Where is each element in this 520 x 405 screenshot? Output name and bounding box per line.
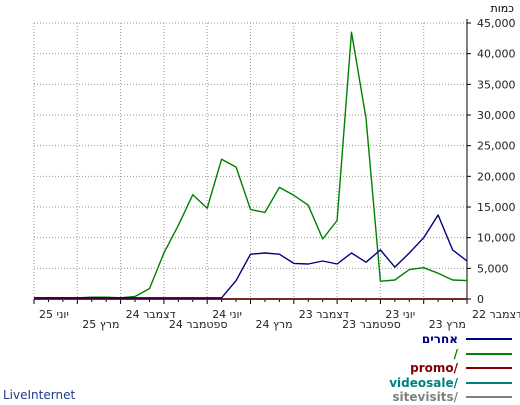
x-tick-label: ספטמבר 24 [169, 318, 228, 331]
legend-label: אחרים [421, 332, 458, 347]
x-tick-label: מרץ 24 [256, 318, 293, 331]
legend-item: sitevisits/ [389, 390, 512, 405]
x-tick-label: יוני 23 [385, 308, 415, 321]
legend: אחרים / promo/videosale/sitevisits/ [389, 332, 512, 405]
brand-logo: LiveInternet [3, 388, 76, 402]
x-tick-label: מרץ 23 [429, 318, 466, 331]
x-tick-label: דצמבר 24 [126, 308, 176, 321]
y-tick-label: 35,000 [477, 78, 516, 91]
legend-label: / [453, 346, 458, 361]
legend-item: videosale/ [389, 376, 512, 391]
legend-swatch [466, 352, 512, 355]
y-tick-label: 10,000 [477, 232, 516, 245]
y-axis-label: כמות [490, 2, 514, 15]
y-tick-label: 20,000 [477, 170, 516, 183]
x-tick-label: דצמבר 23 [299, 308, 349, 321]
y-tick-label: 30,000 [477, 109, 516, 122]
series-line [34, 214, 468, 299]
legend-swatch [466, 381, 512, 384]
y-tick-label: 40,000 [477, 48, 516, 61]
x-tick-label: יוני 24 [212, 308, 242, 321]
legend-swatch [466, 396, 512, 399]
y-tick-label: 5,000 [477, 262, 509, 275]
legend-label: videosale/ [389, 375, 458, 390]
x-tick-label: ספטמבר 23 [342, 318, 401, 331]
legend-item: אחרים [389, 332, 512, 347]
y-tick-label: 25,000 [477, 140, 516, 153]
legend-swatch [466, 338, 512, 341]
legend-label: promo/ [410, 361, 458, 376]
series-lines [34, 31, 468, 300]
y-tick-label: 0 [477, 293, 484, 306]
x-tick-label: דצמבר 22 [472, 308, 520, 321]
y-tick-label: 45,000 [477, 17, 516, 30]
y-axis: 0 5,000 10,000 15,000 20,000 25,000 30,000 35,0… [466, 17, 516, 306]
legend-item: / [389, 347, 512, 362]
x-tick-label: יוני 25 [39, 308, 69, 321]
y-tick-label: 15,000 [477, 201, 516, 214]
legend-swatch [466, 367, 512, 370]
legend-label: sitevisits/ [392, 390, 458, 405]
x-tick-label: מרץ 25 [82, 318, 119, 331]
legend-item: promo/ [389, 361, 512, 376]
